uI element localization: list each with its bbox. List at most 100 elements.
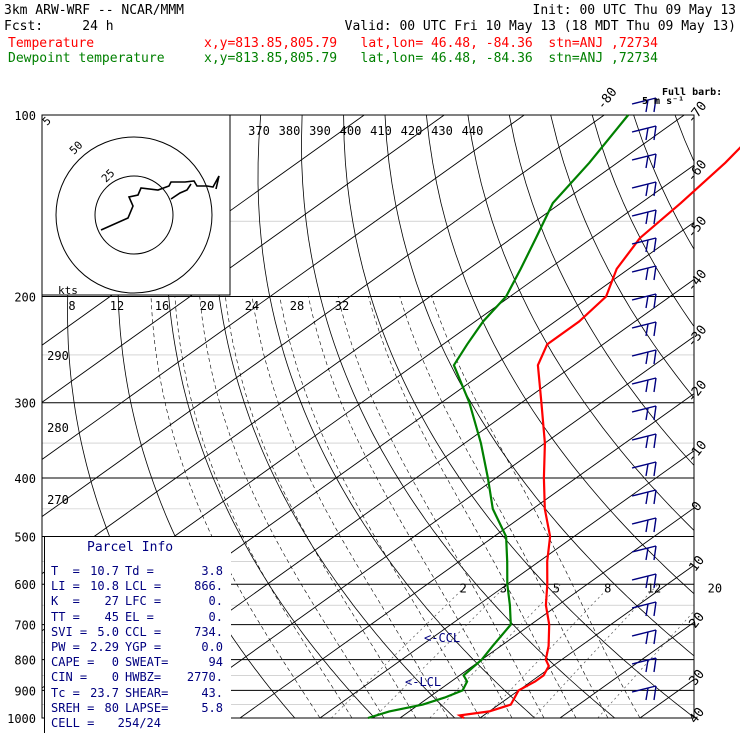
moist-adiabat — [174, 296, 353, 718]
wind-barb — [631, 405, 657, 413]
parcel-row-value: 5.0 — [97, 624, 119, 639]
wind-barb-flag — [645, 435, 649, 449]
barb-legend-line2: 5 m s⁻¹ — [642, 96, 684, 107]
mixing-ratio-label: 20 — [708, 582, 722, 596]
wind-barb — [631, 265, 657, 273]
wind-barb — [631, 545, 657, 553]
dry-adiabat — [550, 115, 694, 399]
parcel-row-label: LAPSE= — [125, 700, 169, 715]
wind-barb-flag — [645, 407, 649, 421]
moist-adiabat — [150, 296, 321, 718]
temperature-tick-label: 40 — [687, 705, 708, 727]
hodo-speed-label: 16 — [155, 299, 169, 313]
wind-barb-flag — [645, 491, 649, 505]
temperature-tick-label: -80 — [594, 85, 620, 113]
lcl-annotation: <-LCL — [405, 675, 441, 689]
wind-barb-flag — [653, 237, 657, 253]
theta-label: 380 — [279, 124, 301, 138]
wind-barb-flag — [653, 405, 657, 421]
wind-barb — [631, 293, 657, 301]
temperature-tick-label: 0 — [689, 499, 706, 514]
wind-barb — [631, 629, 657, 637]
parcel-row-value: 0 — [111, 655, 119, 670]
wind-barb-flag — [645, 603, 649, 617]
theta-label: 370 — [248, 124, 270, 138]
isotherm-line — [42, 115, 685, 575]
theta-label: 420 — [401, 124, 423, 138]
parcel-row-label: Td = — [125, 564, 154, 578]
temperature-location: x,y=813.85,805.79 lat,lon= 46.48, -84.36… — [204, 36, 658, 51]
parcel-row-label: LI = — [51, 579, 80, 594]
wind-barb-flag — [653, 657, 657, 673]
wind-barb-flag — [645, 155, 649, 169]
wind-barb-flag — [645, 631, 649, 645]
parcel-row-value: 80 — [104, 700, 119, 715]
parcel-row-label: LCL = — [125, 579, 162, 594]
wind-barb-flag — [645, 239, 649, 253]
hodograph-units: kts — [58, 284, 78, 297]
dry-adiabat — [301, 115, 616, 718]
mixing-ratio-label: 12 — [647, 582, 661, 596]
parcel-row-value: 23.7 — [90, 685, 119, 700]
dry-adiabat — [591, 115, 694, 328]
dry-adiabat — [508, 115, 694, 466]
pressure-tick-label: 400 — [14, 472, 36, 486]
wind-barb — [631, 209, 657, 217]
parcel-row-label: Tc = — [51, 685, 80, 700]
pressure-tick-label: 100 — [14, 109, 36, 123]
wind-barb — [631, 461, 657, 469]
wind-barb — [631, 97, 657, 105]
isotherm-line — [239, 393, 694, 718]
parcel-row-label: SWEAT= — [125, 655, 169, 670]
wind-barb-flag — [645, 99, 649, 113]
hodo-speed-label: 24 — [245, 299, 259, 313]
wind-barb — [631, 181, 657, 189]
theta-label: 400 — [340, 124, 362, 138]
wind-barb-flag — [653, 573, 657, 589]
mixing-ratio-label: 3 — [500, 582, 507, 596]
chart-curves — [367, 114, 740, 720]
dry-adiabat — [467, 115, 694, 531]
dry-adiabat — [384, 115, 694, 657]
wind-barb-flag — [645, 463, 649, 477]
temperature-profile — [456, 146, 740, 719]
pressure-tick-label: 700 — [14, 619, 36, 633]
wind-barb-flag — [653, 517, 657, 533]
moist-adiabat — [368, 296, 577, 718]
mixing-ratio-line — [429, 583, 561, 718]
temperature-legend: Temperature — [8, 36, 95, 51]
parcel-row-value: 0. — [208, 594, 223, 609]
hodograph-trace — [100, 175, 220, 231]
parcel-row-label: YGP = — [125, 640, 162, 654]
wind-barb — [631, 377, 657, 385]
wind-barb-flag — [653, 181, 657, 197]
wind-barb — [631, 125, 657, 133]
wind-barb-flag — [653, 293, 657, 309]
moist-adiabat — [225, 296, 417, 718]
mixing-ratio-line — [331, 583, 468, 718]
moist-adiabat — [251, 296, 449, 718]
hodo-speed-label: 28 — [290, 299, 304, 313]
wind-barb — [631, 237, 657, 245]
barb-legend-line1: Full barb: — [662, 87, 722, 98]
isotherm-line — [42, 115, 605, 518]
parcel-row-label: CCL = — [125, 624, 162, 639]
wind-barb-flag — [653, 125, 657, 141]
theta-label: 410 — [370, 124, 392, 138]
dry-adiabat — [343, 115, 694, 718]
wind-barb-flag — [645, 295, 649, 309]
theta-e-label: 270 — [47, 493, 69, 507]
mixing-ratio-label: 8 — [604, 582, 611, 596]
pressure-tick-label: 600 — [14, 578, 36, 592]
mixing-ratio-line — [483, 583, 613, 718]
parcel-row-label: LFC = — [125, 594, 162, 609]
wind-barb-flag — [645, 127, 649, 141]
forecast-hour: Fcst: 24 h — [4, 19, 114, 34]
pressure-tick-label: 500 — [14, 530, 36, 544]
theta-label: 430 — [431, 124, 453, 138]
theta-e-label: 290 — [47, 349, 69, 363]
parcel-row-value: 5.8 — [201, 700, 223, 715]
isotherm-line — [159, 336, 694, 718]
hodo-speed-label: 8 — [68, 299, 75, 313]
